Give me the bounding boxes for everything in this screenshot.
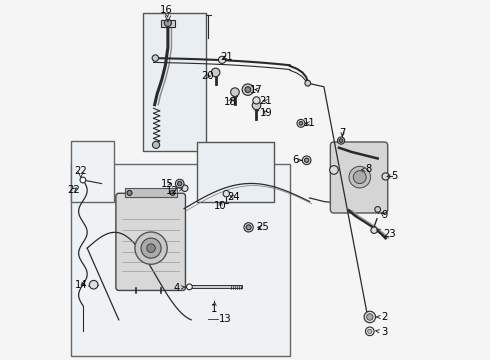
Circle shape xyxy=(304,158,309,162)
Text: 9: 9 xyxy=(381,210,387,220)
Circle shape xyxy=(339,139,343,142)
FancyBboxPatch shape xyxy=(330,142,388,213)
Text: 23: 23 xyxy=(377,229,395,239)
Circle shape xyxy=(375,207,381,212)
Circle shape xyxy=(80,177,86,183)
Circle shape xyxy=(211,68,220,77)
Bar xyxy=(161,20,175,27)
Circle shape xyxy=(299,122,303,125)
Text: 17: 17 xyxy=(250,85,263,95)
Circle shape xyxy=(382,173,389,180)
Circle shape xyxy=(175,179,184,188)
Circle shape xyxy=(223,190,230,197)
Circle shape xyxy=(231,88,239,96)
Text: 19: 19 xyxy=(259,108,272,118)
Circle shape xyxy=(302,156,311,165)
Text: 11: 11 xyxy=(302,118,315,128)
Circle shape xyxy=(297,120,305,127)
Circle shape xyxy=(305,80,311,86)
Circle shape xyxy=(338,137,344,144)
Circle shape xyxy=(152,141,160,148)
Circle shape xyxy=(244,223,253,232)
Text: 8: 8 xyxy=(362,164,371,174)
Circle shape xyxy=(135,232,167,264)
Circle shape xyxy=(141,238,161,258)
FancyBboxPatch shape xyxy=(116,193,186,291)
Text: 18: 18 xyxy=(223,97,236,107)
Circle shape xyxy=(246,225,251,230)
Circle shape xyxy=(181,185,188,192)
Circle shape xyxy=(89,280,98,289)
Circle shape xyxy=(242,84,254,95)
Text: 15: 15 xyxy=(160,179,173,189)
Circle shape xyxy=(349,166,370,188)
Text: 3: 3 xyxy=(376,327,388,337)
Circle shape xyxy=(252,101,261,110)
Circle shape xyxy=(177,181,182,186)
Circle shape xyxy=(187,284,192,290)
Bar xyxy=(71,164,290,356)
Circle shape xyxy=(253,97,260,104)
Text: 14: 14 xyxy=(74,280,87,290)
Text: 20: 20 xyxy=(201,71,214,81)
Text: 16: 16 xyxy=(160,5,172,15)
Text: 12: 12 xyxy=(166,186,182,197)
Text: 1: 1 xyxy=(211,301,218,314)
Text: 6: 6 xyxy=(293,155,302,165)
Circle shape xyxy=(368,329,372,333)
Text: 4: 4 xyxy=(174,283,186,293)
Text: 21: 21 xyxy=(220,52,233,62)
Circle shape xyxy=(219,56,225,63)
Circle shape xyxy=(127,190,132,195)
Circle shape xyxy=(152,55,159,61)
Circle shape xyxy=(367,314,373,320)
Circle shape xyxy=(170,190,175,195)
Circle shape xyxy=(164,19,171,27)
Text: 22: 22 xyxy=(74,166,87,176)
Text: 2: 2 xyxy=(376,312,388,322)
Text: 25: 25 xyxy=(256,222,269,232)
Text: 24: 24 xyxy=(227,192,240,202)
Text: 22: 22 xyxy=(67,185,80,195)
Text: 10: 10 xyxy=(214,201,227,211)
Text: 13: 13 xyxy=(219,314,232,324)
Bar xyxy=(143,13,205,151)
Bar xyxy=(125,188,177,197)
Circle shape xyxy=(364,311,375,323)
Text: 5: 5 xyxy=(387,171,397,181)
Bar xyxy=(196,142,274,202)
Circle shape xyxy=(245,87,251,93)
Circle shape xyxy=(353,171,366,184)
Bar xyxy=(71,140,114,202)
Circle shape xyxy=(366,327,374,336)
Circle shape xyxy=(147,244,155,252)
Text: 21: 21 xyxy=(259,96,272,106)
Circle shape xyxy=(371,227,377,233)
Circle shape xyxy=(330,166,338,174)
Text: 7: 7 xyxy=(340,129,346,138)
